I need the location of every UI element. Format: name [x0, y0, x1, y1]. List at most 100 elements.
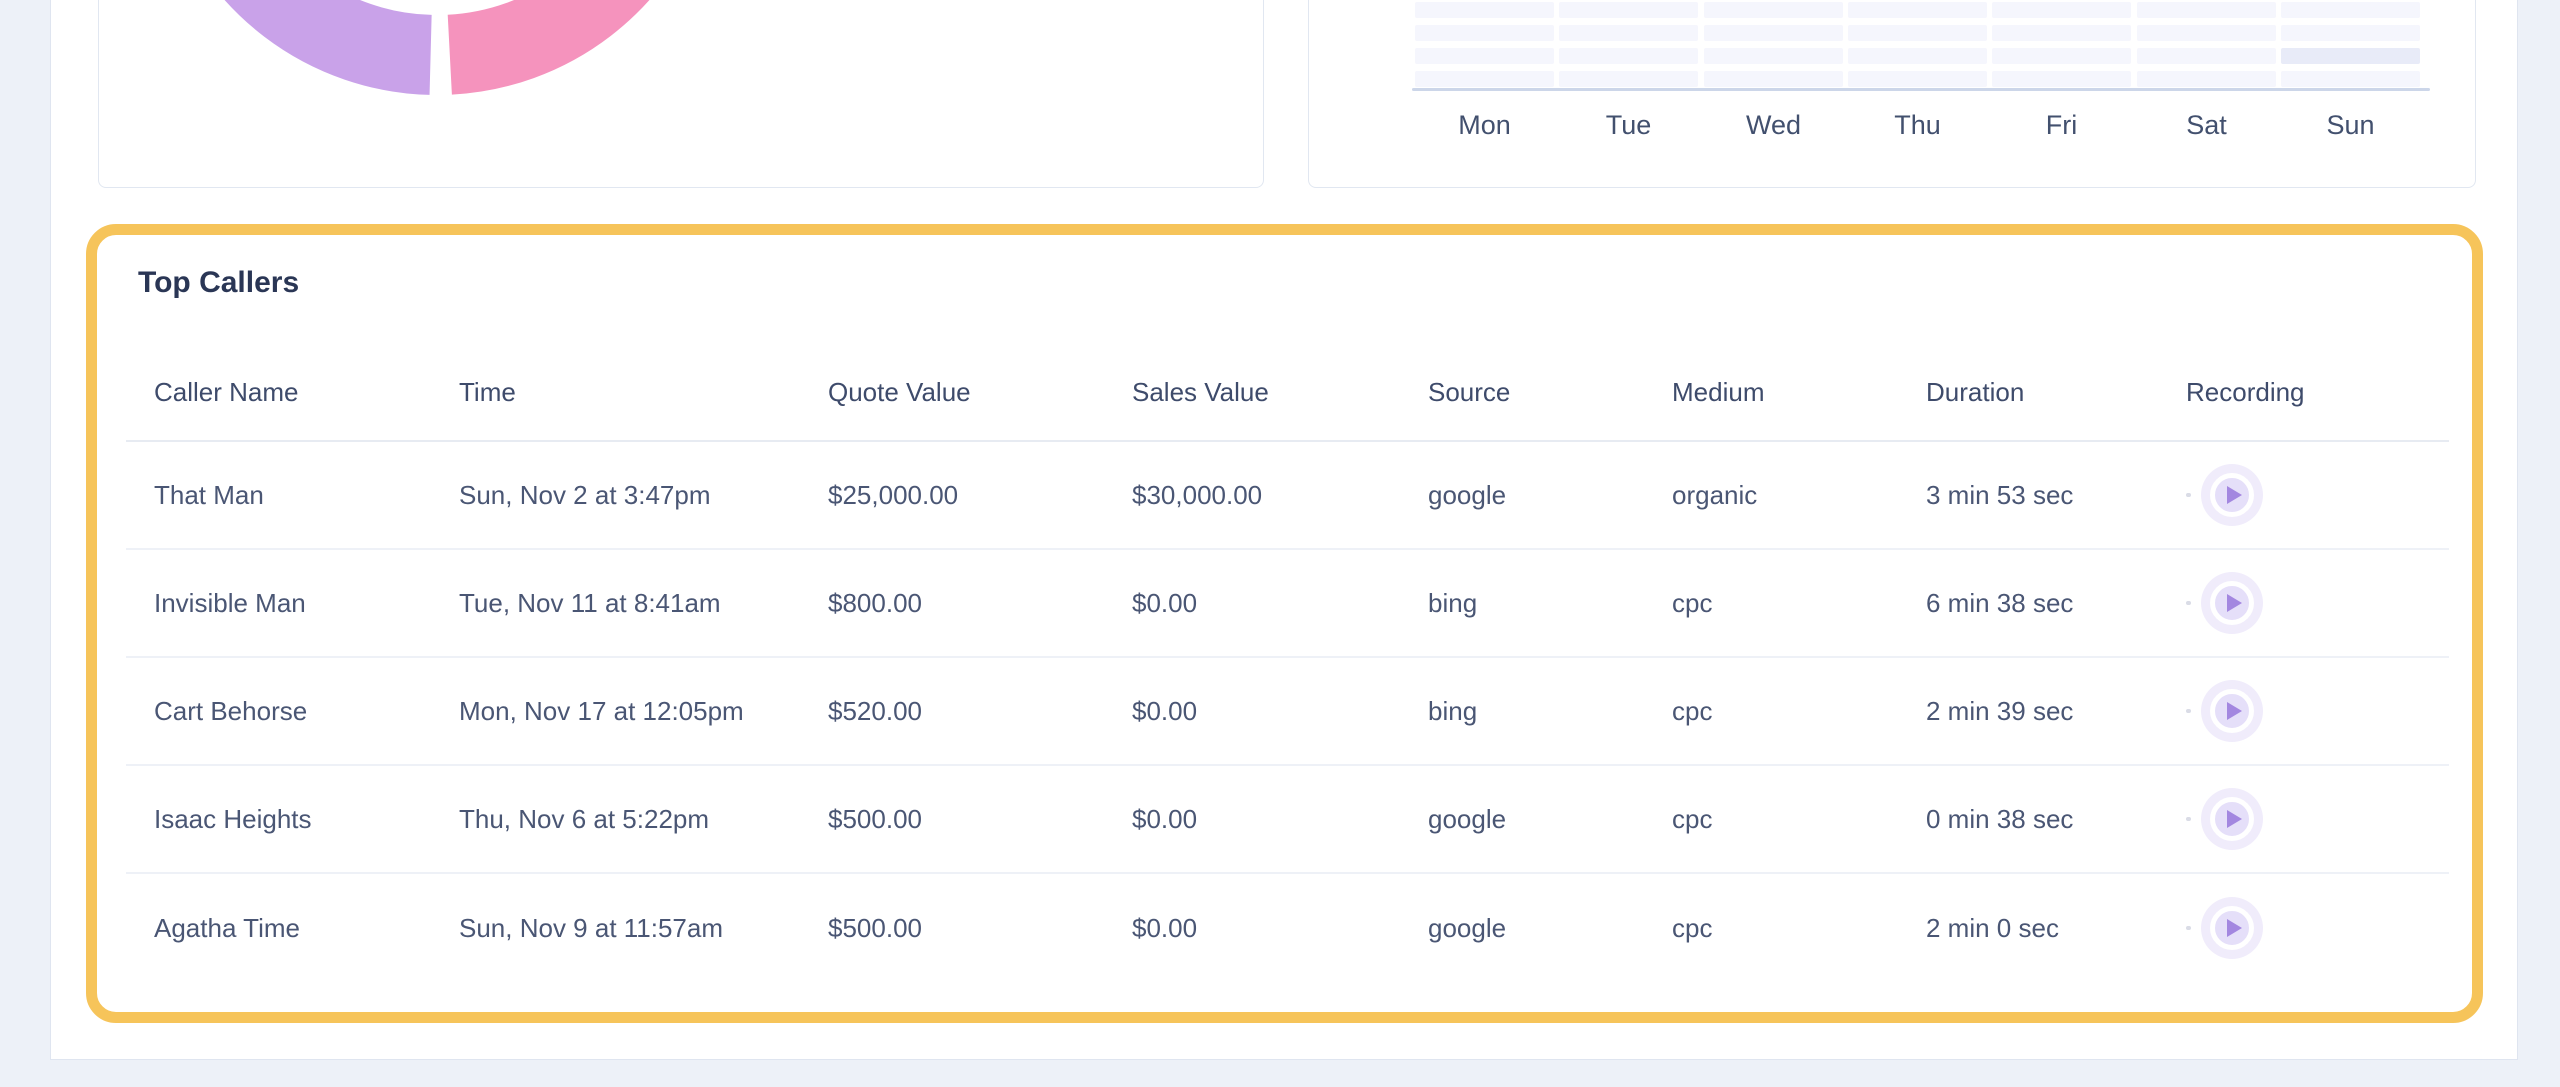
heatmap-cell: [2281, 25, 2420, 41]
cell-medium: cpc: [1672, 587, 1713, 618]
heatmap-cell: [1704, 48, 1843, 64]
play-triangle-icon: [2226, 486, 2242, 504]
play-recording-button[interactable]: [2201, 788, 2263, 850]
cell-source: google: [1428, 479, 1507, 510]
cell-source: google: [1428, 912, 1507, 943]
play-recording-button[interactable]: [2201, 464, 2263, 526]
cell-time: Sun, Nov 2 at 3:47pm: [459, 479, 711, 510]
x-axis-label-sat: Sat: [2186, 110, 2227, 140]
play-triangle-icon: [2226, 919, 2242, 937]
cell-recording: [2186, 680, 2449, 742]
cell-duration: 6 min 38 sec: [1926, 587, 2074, 618]
column-header-quote-value: Quote Value: [828, 377, 971, 407]
cell-source: bing: [1428, 587, 1478, 618]
column-header-caller-name: Caller Name: [154, 377, 299, 407]
cell-quote-value: $25,000.00: [828, 479, 959, 510]
table-row: Isaac Heights Thu, Nov 6 at 5:22pm $500.00…: [126, 766, 2449, 874]
cell-source: google: [1428, 803, 1507, 834]
cell-duration: 2 min 0 sec: [1926, 912, 2059, 943]
heatmap-cell: [1704, 25, 1843, 41]
heatmap-cell: [1704, 71, 1843, 87]
recording-track-dash: [2186, 926, 2191, 930]
recording-track-dash: [2186, 709, 2191, 713]
table-body: That Man Sun, Nov 2 at 3:47pm $25,000.00 $3…: [126, 442, 2449, 982]
heatmap-cell: [1559, 2, 1698, 18]
recording-track-dash: [2186, 493, 2191, 497]
table-row: Cart Behorse Mon, Nov 17 at 12:05pm $520.0…: [126, 658, 2449, 766]
cell-medium: cpc: [1672, 912, 1713, 943]
x-axis-label-fri: Fri: [2045, 110, 2078, 140]
table-header-row: Caller Name Time Quote Value Sales Value Sou…: [126, 375, 2449, 442]
cell-caller-name: Cart Behorse: [154, 695, 308, 726]
cell-time: Sun, Nov 9 at 11:57am: [459, 912, 724, 943]
play-recording-button[interactable]: [2201, 680, 2263, 742]
cell-source: bing: [1428, 695, 1478, 726]
cell-sales-value: $0.00: [1132, 695, 1198, 726]
donut-chart-card: [98, 0, 1264, 188]
column-header-time: Time: [459, 377, 516, 407]
heatmap-cell: [2137, 2, 2276, 18]
heatmap-cell: [1992, 2, 2131, 18]
heatmap-cell: [1415, 2, 1554, 18]
column-header-recording: Recording: [2186, 377, 2305, 407]
heatmap-cell: [2281, 48, 2420, 64]
heatmap-cell: [1559, 48, 1698, 64]
cell-recording: [2186, 572, 2449, 634]
cell-caller-name: That Man: [154, 479, 264, 510]
heatmap-cell: [2281, 2, 2420, 18]
play-recording-button[interactable]: [2201, 572, 2263, 634]
donut-chart: [224, 0, 649, 95]
cell-caller-name: Invisible Man: [154, 587, 306, 618]
cell-caller-name: Isaac Heights: [154, 803, 312, 834]
play-triangle-icon: [2226, 702, 2242, 720]
column-header-sales-value: Sales Value: [1132, 377, 1269, 407]
cell-quote-value: $520.00: [828, 695, 922, 726]
heatmap-cell: [1415, 71, 1554, 87]
play-recording-button[interactable]: [2201, 897, 2263, 959]
heatmap-cell: [1848, 2, 1987, 18]
cell-medium: cpc: [1672, 803, 1713, 834]
top-callers-table: Caller Name Time Quote Value Sales Value Sou…: [126, 375, 2449, 982]
cell-duration: 0 min 38 sec: [1926, 803, 2074, 834]
recording-track-dash: [2186, 817, 2191, 821]
heatmap-cell: [1559, 25, 1698, 41]
play-icon: [2210, 906, 2254, 950]
cell-time: Thu, Nov 6 at 5:22pm: [459, 803, 710, 834]
heatmap-cell: [2137, 71, 2276, 87]
heatmap-cell: [2137, 48, 2276, 64]
x-axis-line: [1412, 88, 2430, 91]
cell-quote-value: $500.00: [828, 803, 922, 834]
x-axis-label-thu: Thu: [1894, 110, 1941, 140]
heatmap-cell: [1848, 71, 1987, 87]
dashboard-content: Mon Tue Wed Thu Fri Sat Sun Top Callers Caller…: [50, 0, 2518, 1060]
column-header-duration: Duration: [1926, 377, 2025, 407]
cell-recording: [2186, 464, 2449, 526]
heatmap-cell: [2137, 25, 2276, 41]
column-header-source: Source: [1428, 377, 1511, 407]
column-header-medium: Medium: [1672, 377, 1765, 407]
heatmap-cell: [2281, 71, 2420, 87]
cell-recording: [2186, 788, 2449, 850]
cell-sales-value: $0.00: [1132, 912, 1198, 943]
card-title: Top Callers: [138, 266, 300, 299]
recording-track-dash: [2186, 601, 2191, 605]
x-axis-label-sun: Sun: [2326, 110, 2375, 140]
cell-time: Tue, Nov 11 at 8:41am: [459, 587, 721, 618]
play-icon: [2210, 689, 2254, 733]
weekly-heatmap-card: Mon Tue Wed Thu Fri Sat Sun: [1308, 0, 2476, 188]
cell-sales-value: $0.00: [1132, 803, 1198, 834]
cell-quote-value: $500.00: [828, 912, 922, 943]
x-axis-label-mon: Mon: [1458, 110, 1511, 140]
highlight-annotation-box: Top Callers Caller Name Time Quote Value Sa…: [86, 224, 2483, 1023]
cell-recording: [2186, 897, 2449, 959]
play-icon: [2210, 473, 2254, 517]
heatmap-cell: [1415, 48, 1554, 64]
table-row: Agatha Time Sun, Nov 9 at 11:57am $500.00 $…: [126, 874, 2449, 982]
x-axis-label-wed: Wed: [1745, 110, 1802, 140]
donut-segment-pink: [446, 0, 649, 95]
cell-quote-value: $800.00: [828, 587, 922, 618]
table-row: That Man Sun, Nov 2 at 3:47pm $25,000.00 $3…: [126, 442, 2449, 550]
play-icon: [2210, 581, 2254, 625]
heatmap-cell: [1992, 25, 2131, 41]
cell-duration: 2 min 39 sec: [1926, 695, 2074, 726]
